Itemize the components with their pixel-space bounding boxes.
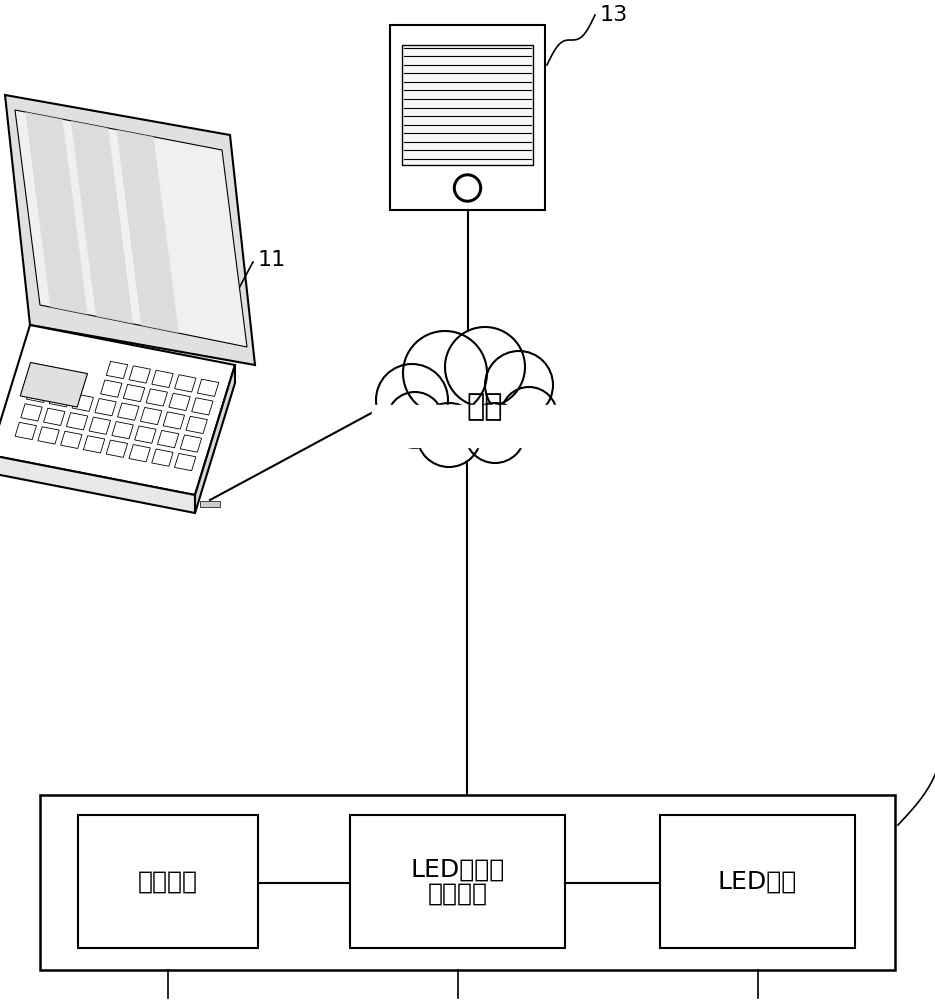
Polygon shape bbox=[37, 427, 59, 444]
Polygon shape bbox=[123, 384, 145, 402]
Polygon shape bbox=[15, 422, 36, 440]
Polygon shape bbox=[15, 110, 247, 347]
Polygon shape bbox=[118, 403, 139, 420]
Bar bbox=[390, 25, 545, 210]
Polygon shape bbox=[44, 408, 65, 425]
Circle shape bbox=[376, 364, 448, 436]
Polygon shape bbox=[107, 361, 128, 379]
Text: 控制系统: 控制系统 bbox=[427, 882, 487, 906]
Bar bbox=[660, 815, 855, 948]
Polygon shape bbox=[129, 445, 151, 462]
Polygon shape bbox=[66, 413, 88, 430]
Polygon shape bbox=[21, 404, 42, 421]
Bar bbox=[78, 815, 258, 948]
Polygon shape bbox=[192, 398, 213, 415]
Circle shape bbox=[456, 177, 479, 199]
Polygon shape bbox=[175, 375, 196, 392]
Polygon shape bbox=[50, 390, 71, 407]
Polygon shape bbox=[72, 394, 94, 411]
Polygon shape bbox=[89, 417, 110, 434]
Polygon shape bbox=[94, 399, 116, 416]
Text: 监控装置: 监控装置 bbox=[138, 869, 198, 894]
Bar bbox=[40, 795, 895, 970]
Polygon shape bbox=[107, 440, 127, 457]
Polygon shape bbox=[21, 363, 88, 407]
Polygon shape bbox=[101, 380, 122, 397]
Text: 11: 11 bbox=[258, 250, 286, 270]
Polygon shape bbox=[117, 130, 179, 333]
Bar bbox=[402, 45, 533, 165]
Circle shape bbox=[445, 327, 525, 407]
Polygon shape bbox=[26, 385, 48, 402]
Bar bbox=[350, 815, 565, 948]
Polygon shape bbox=[175, 453, 196, 471]
Circle shape bbox=[501, 387, 557, 443]
Polygon shape bbox=[140, 407, 162, 425]
Polygon shape bbox=[197, 379, 219, 396]
Polygon shape bbox=[169, 393, 190, 411]
Circle shape bbox=[387, 392, 443, 448]
Polygon shape bbox=[61, 431, 82, 448]
Circle shape bbox=[417, 403, 481, 467]
Polygon shape bbox=[157, 430, 179, 448]
Bar bbox=[372, 405, 562, 447]
Polygon shape bbox=[186, 416, 208, 434]
Text: LED显示屏: LED显示屏 bbox=[410, 857, 505, 882]
Polygon shape bbox=[129, 366, 151, 383]
Bar bbox=[200, 501, 220, 507]
Text: 13: 13 bbox=[600, 5, 628, 25]
Polygon shape bbox=[146, 389, 167, 406]
Circle shape bbox=[465, 403, 525, 463]
Polygon shape bbox=[151, 370, 173, 388]
Polygon shape bbox=[71, 121, 133, 324]
Polygon shape bbox=[0, 325, 235, 495]
Polygon shape bbox=[112, 422, 134, 439]
Polygon shape bbox=[195, 365, 235, 513]
Polygon shape bbox=[83, 436, 105, 453]
Text: 网络: 网络 bbox=[467, 392, 503, 422]
Polygon shape bbox=[164, 412, 184, 429]
Text: LED屏体: LED屏体 bbox=[718, 869, 798, 894]
Circle shape bbox=[403, 331, 487, 415]
Polygon shape bbox=[25, 112, 88, 315]
Polygon shape bbox=[151, 449, 173, 466]
Circle shape bbox=[453, 174, 482, 202]
Polygon shape bbox=[0, 455, 195, 513]
Polygon shape bbox=[5, 95, 255, 365]
Polygon shape bbox=[180, 435, 202, 452]
Polygon shape bbox=[135, 426, 156, 443]
Circle shape bbox=[485, 351, 553, 419]
